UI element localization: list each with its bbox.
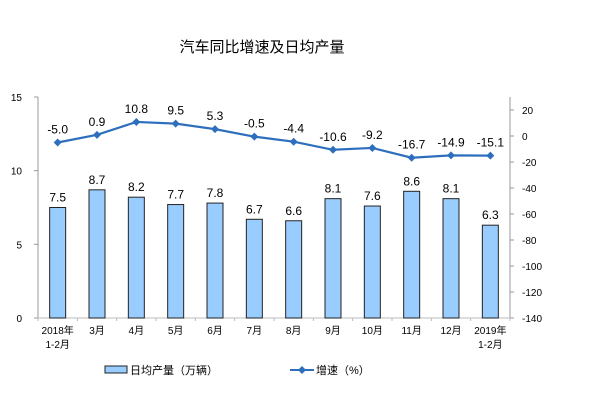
line-point-marker xyxy=(132,117,141,126)
x-tick-label: 5月 xyxy=(168,325,184,337)
x-tick-label: 12月 xyxy=(440,325,461,337)
bar xyxy=(481,224,499,319)
line-data-label: 9.5 xyxy=(167,104,184,118)
bar-data-label: 7.5 xyxy=(49,191,66,205)
left-tick-label: 10 xyxy=(11,167,23,178)
line-data-label: 10.8 xyxy=(125,102,149,116)
right-tick-label: 20 xyxy=(522,106,534,117)
left-tick-label: 15 xyxy=(11,93,23,104)
legend-line-marker xyxy=(298,366,306,374)
line-point-marker xyxy=(289,137,298,146)
line-point-marker xyxy=(329,145,337,154)
line-data-label: 5.3 xyxy=(207,109,224,123)
line-point-marker xyxy=(171,119,180,128)
bar-data-label: 8.1 xyxy=(443,182,460,196)
right-tick-label: -80 xyxy=(522,236,537,247)
x-tick-label: 10月 xyxy=(362,325,383,337)
line-data-label: 0.9 xyxy=(89,115,106,129)
bar xyxy=(403,190,421,319)
bar-data-label: 7.6 xyxy=(364,189,381,203)
line-point-marker xyxy=(211,125,219,134)
legend-bar-label: 日均产量（万辆） xyxy=(130,363,218,377)
right-tick-label: -60 xyxy=(522,210,537,221)
right-tick-label: -40 xyxy=(522,184,537,195)
bar xyxy=(127,196,145,319)
line-data-label: -5.0 xyxy=(47,123,68,137)
x-tick-label: 2018年 xyxy=(42,324,74,337)
bar xyxy=(442,198,460,319)
bar xyxy=(324,198,342,319)
bar xyxy=(88,189,106,319)
right-tick-label: -100 xyxy=(522,262,542,273)
right-tick-label: -20 xyxy=(522,158,537,169)
line-data-label: -16.7 xyxy=(398,138,426,152)
bar xyxy=(245,218,263,319)
bar-data-label: 8.2 xyxy=(128,180,145,194)
x-tick-label: 9月 xyxy=(325,325,341,337)
right-tick-label: 0 xyxy=(522,132,528,143)
x-tick-label: 11月 xyxy=(401,325,421,337)
line-point-marker xyxy=(447,151,455,160)
x-tick-label: 1-2月 xyxy=(478,339,502,351)
x-tick-label: 1-2月 xyxy=(45,339,69,351)
bar-data-label: 6.3 xyxy=(482,208,499,222)
line-data-label: -4.4 xyxy=(283,122,304,136)
legend-line-label: 增速（%） xyxy=(316,363,370,377)
legend-bar-swatch xyxy=(104,365,128,374)
bar xyxy=(206,202,224,319)
right-tick-label: -120 xyxy=(522,288,542,299)
growth-line xyxy=(57,120,491,159)
line-data-label: -10.6 xyxy=(319,130,347,144)
bar xyxy=(285,220,303,319)
line-point-marker xyxy=(486,151,495,160)
chart-title: 汽车同比增速及日均产量 xyxy=(179,39,344,56)
x-tick-label: 3月 xyxy=(89,325,105,337)
x-tick-label: 2019年 xyxy=(474,324,506,337)
line-point-marker xyxy=(53,138,62,147)
x-tick-label: 4月 xyxy=(129,325,145,337)
bar-data-label: 8.1 xyxy=(325,182,342,196)
bar-data-label: 7.7 xyxy=(167,188,184,202)
bar-data-label: 8.7 xyxy=(89,173,106,187)
line-point-marker xyxy=(93,130,101,139)
line-point-marker xyxy=(407,153,416,162)
x-tick-label: 6月 xyxy=(207,325,223,337)
left-tick-label: 5 xyxy=(16,240,22,251)
line-data-label: -0.5 xyxy=(244,117,265,131)
line-point-marker xyxy=(368,143,377,152)
x-tick-label: 7月 xyxy=(247,325,263,337)
line-data-label: -14.9 xyxy=(437,135,465,149)
bar-data-label: 7.8 xyxy=(207,186,224,200)
bar xyxy=(167,204,185,319)
line-data-label: -15.1 xyxy=(477,136,505,150)
line-point-marker xyxy=(250,132,259,141)
right-tick-label: -140 xyxy=(522,314,542,325)
x-tick-label: 8月 xyxy=(286,325,302,337)
bar-data-label: 8.6 xyxy=(403,174,420,188)
bar-data-label: 6.7 xyxy=(246,202,263,216)
bar xyxy=(363,205,381,319)
left-tick-label: 0 xyxy=(16,314,22,325)
bar-data-label: 6.6 xyxy=(285,204,302,218)
line-data-label: -9.2 xyxy=(362,128,383,142)
bar xyxy=(49,207,67,319)
